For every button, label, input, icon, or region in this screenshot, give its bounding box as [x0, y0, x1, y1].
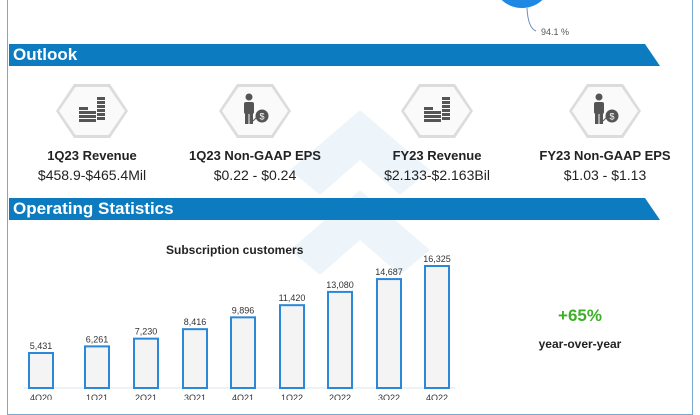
bar-data-label: 11,420 [279, 293, 306, 303]
bar-data-label: 6,261 [86, 334, 109, 344]
bar-1Q21 [84, 345, 110, 389]
pie-slice-label: 94.1 % [541, 27, 570, 37]
bar-2Q22 [327, 290, 353, 389]
coin-stacks-icon [422, 95, 452, 128]
bar-1Q22 [279, 304, 305, 389]
x-tick-label: 2Q22 [329, 393, 351, 400]
x-tick-label: 3Q21 [184, 393, 206, 400]
pie-slice [492, 0, 552, 8]
chart-title: Subscription customers [166, 243, 304, 257]
bar-data-label: 9,896 [232, 305, 255, 315]
bar-data-label: 5,431 [30, 341, 53, 351]
outlook-item: $ FY23 Non-GAAP EPS $1.03 - $1.13 [520, 84, 690, 183]
bar-4Q20 [28, 352, 54, 389]
outlook-item-value: $1.03 - $1.13 [563, 167, 647, 183]
person-dollar-icon: $ [590, 93, 620, 130]
hexagon-badge [401, 84, 473, 138]
svg-text:$: $ [609, 111, 614, 121]
outlook-item-label: FY23 Non-GAAP EPS [539, 148, 671, 163]
outlook-item-value: $458.9-$465.4Mil [37, 167, 147, 183]
subscription-customers-chart: 5,431 4Q20 6,261 1Q21 7,230 2Q21 8,416 3Q21 9,89… [24, 254, 455, 400]
growth-label: year-over-year [538, 337, 622, 351]
person-dollar-icon: $ [240, 93, 270, 130]
bar-data-label: 13,080 [326, 280, 354, 290]
outlook-item-value: $0.22 - $0.24 [213, 167, 297, 183]
x-tick-label: 1Q22 [281, 393, 303, 400]
outlook-item-label: 1Q23 Revenue [47, 148, 137, 163]
outlook-item-value: $2.133-$2.163Bil [384, 167, 490, 183]
x-tick-label: 4Q20 [30, 393, 52, 400]
bar-data-label: 7,230 [135, 327, 158, 337]
bar-data-label: 8,416 [184, 317, 207, 327]
growth-value: +65% [558, 306, 602, 325]
hexagon-badge [56, 84, 128, 138]
outlook-item: FY23 Revenue $2.133-$2.163Bil [352, 84, 522, 183]
bar-data-label: 16,325 [423, 254, 451, 264]
outlook-item: 1Q23 Revenue $458.9-$465.4Mil [7, 84, 177, 183]
svg-text:$: $ [259, 111, 264, 121]
coin-stacks-icon [77, 95, 107, 128]
x-tick-label: 4Q21 [232, 393, 254, 400]
x-tick-label: 4Q22 [426, 393, 448, 400]
x-tick-label: 2Q21 [135, 393, 157, 400]
bar-3Q21 [182, 328, 208, 389]
bar-4Q21 [230, 316, 256, 389]
bar-3Q22 [376, 278, 402, 390]
outlook-item: $ 1Q23 Non-GAAP EPS $0.22 - $0.24 [170, 84, 340, 183]
outlook-banner: Outlook [9, 44, 660, 66]
x-tick-label: 3Q22 [378, 393, 400, 400]
watermark-logo [290, 110, 430, 275]
bar-4Q22 [424, 265, 450, 389]
hexagon-badge: $ [569, 84, 641, 138]
pie-leader-line [526, 7, 537, 32]
operating-statistics-banner: Operating Statistics [9, 198, 660, 220]
outlook-item-label: FY23 Revenue [392, 148, 482, 163]
hexagon-badge: $ [219, 84, 291, 138]
bar-data-label: 14,687 [375, 267, 403, 277]
x-tick-label: 1Q21 [86, 393, 108, 400]
bar-2Q21 [133, 337, 159, 389]
outlook-item-label: 1Q23 Non-GAAP EPS [189, 148, 321, 163]
